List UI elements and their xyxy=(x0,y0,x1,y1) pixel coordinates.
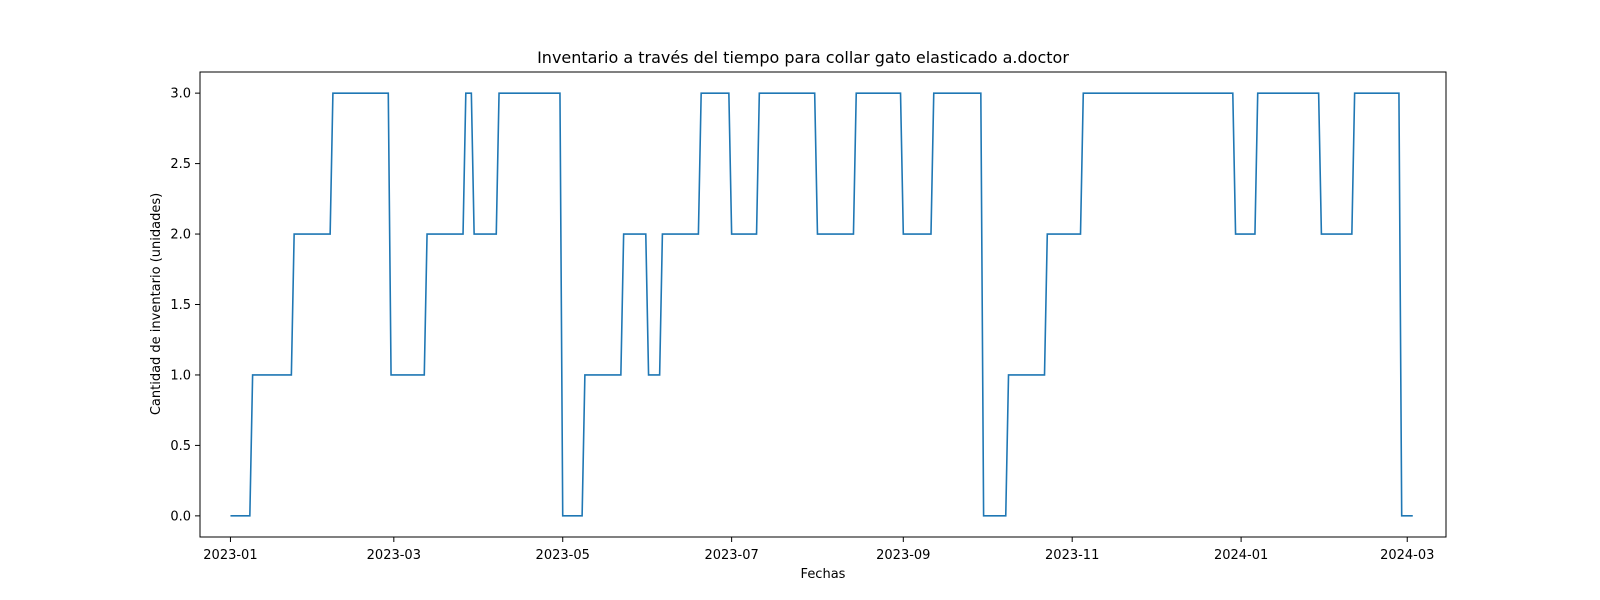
x-tick-label: 2024-03 xyxy=(1380,548,1434,563)
x-tick-label: 2023-07 xyxy=(704,548,758,563)
x-tick-label: 2023-09 xyxy=(876,548,930,563)
x-tick-label: 2023-03 xyxy=(367,548,421,563)
chart-title: Inventario a través del tiempo para coll… xyxy=(537,48,1069,67)
x-tick-label: 2024-01 xyxy=(1214,548,1268,563)
y-tick-label: 0.0 xyxy=(170,509,191,524)
x-tick-label: 2023-11 xyxy=(1045,548,1099,563)
y-axis: 0.0 0.5 1.0 1.5 2.0 2.5 3.0 xyxy=(170,87,200,524)
y-tick-label: 1.5 xyxy=(170,298,191,313)
y-tick-label: 3.0 xyxy=(170,87,191,102)
x-axis: 2023-01 2023-03 2023-05 2023-07 2023-09 2023-… xyxy=(203,537,1434,563)
plot-area xyxy=(230,92,1413,517)
y-axis-label: Cantidad de inventario (unidades) xyxy=(149,193,164,415)
y-tick-label: 0.5 xyxy=(170,439,191,454)
x-tick-label: 2023-05 xyxy=(536,548,590,563)
x-axis-label: Fechas xyxy=(801,567,846,582)
plot-frame xyxy=(199,71,1447,538)
y-tick-label: 2.5 xyxy=(170,157,191,172)
y-tick-label: 2.0 xyxy=(170,228,191,243)
x-tick-label: 2023-01 xyxy=(203,548,257,563)
inventory-line xyxy=(230,92,1413,517)
y-tick-label: 1.0 xyxy=(170,368,191,383)
